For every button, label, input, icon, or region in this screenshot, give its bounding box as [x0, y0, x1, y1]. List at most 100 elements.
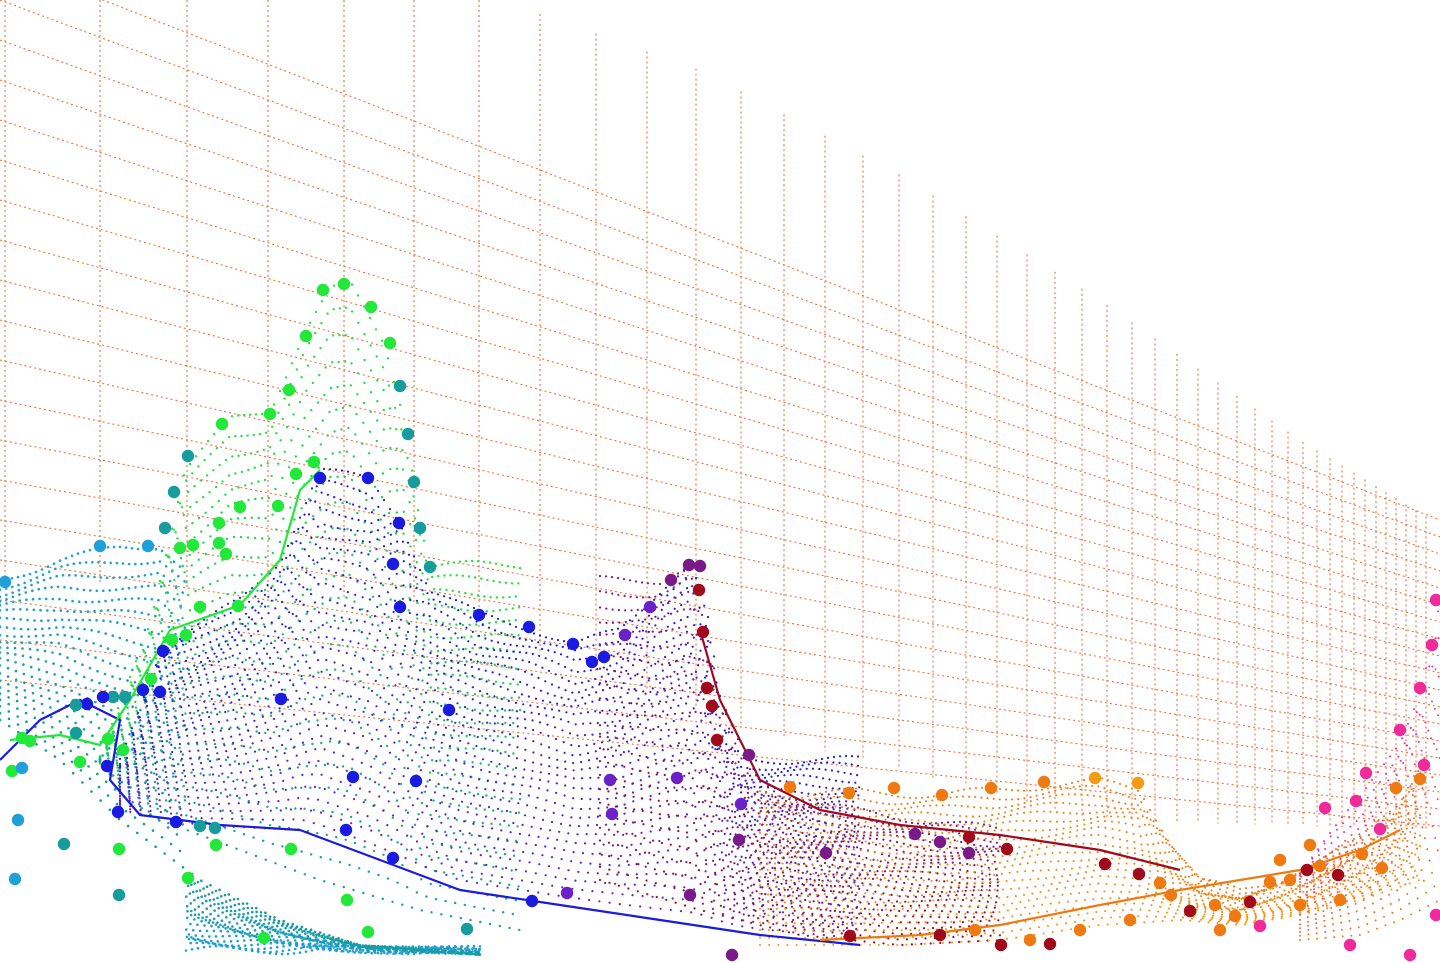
- grid-horizontal-line: [0, 519, 1440, 759]
- large-marker: [696, 625, 710, 639]
- grid-horizontal-line: [0, 279, 1440, 657]
- large-marker: [15, 761, 29, 775]
- large-marker: [700, 681, 714, 695]
- large-marker: [1333, 893, 1347, 907]
- large-marker: [274, 692, 288, 706]
- grid-horizontal-line: [0, 479, 1440, 742]
- large-marker: [1123, 913, 1137, 927]
- large-marker: [472, 608, 486, 622]
- large-marker: [842, 786, 856, 800]
- large-marker: [994, 938, 1008, 952]
- large-marker: [1183, 904, 1197, 918]
- large-marker: [361, 471, 375, 485]
- large-marker: [732, 833, 746, 847]
- grid-horizontal-line: [0, 199, 1440, 623]
- large-marker: [1153, 876, 1167, 890]
- large-marker: [0, 575, 12, 589]
- large-marker: [181, 871, 195, 885]
- large-marker: [364, 300, 378, 314]
- large-marker: [101, 732, 115, 746]
- large-marker: [11, 813, 25, 827]
- large-marker: [118, 690, 132, 704]
- large-marker: [144, 672, 158, 686]
- large-marker: [8, 872, 22, 886]
- large-marker: [1213, 923, 1227, 937]
- large-marker: [1413, 681, 1427, 695]
- large-marker: [1228, 909, 1242, 923]
- grid-horizontal-line: [0, 79, 1440, 572]
- large-marker: [968, 923, 982, 937]
- large-marker: [525, 894, 539, 908]
- grid-horizontal-line: [0, 39, 1440, 555]
- large-marker: [73, 755, 87, 769]
- large-marker: [1355, 847, 1369, 861]
- large-marker: [1000, 842, 1014, 856]
- large-marker: [933, 835, 947, 849]
- large-marker: [643, 600, 657, 614]
- large-marker: [819, 846, 833, 860]
- large-marker: [158, 521, 172, 535]
- large-marker: [23, 734, 37, 748]
- large-marker: [231, 599, 245, 613]
- large-marker: [393, 379, 407, 393]
- large-marker: [112, 842, 126, 856]
- large-marker: [1132, 867, 1146, 881]
- grid-horizontal-line: [0, 399, 1440, 708]
- large-marker: [337, 277, 351, 291]
- grid-horizontal-line: [0, 239, 1440, 640]
- large-marker: [386, 851, 400, 865]
- large-marker: [442, 703, 456, 717]
- large-marker: [1343, 938, 1357, 952]
- large-marker: [141, 539, 155, 553]
- ribbon-line: [819, 829, 1401, 942]
- large-marker: [683, 888, 697, 902]
- large-marker: [1417, 758, 1431, 772]
- large-marker: [618, 628, 632, 642]
- large-marker: [682, 558, 696, 572]
- large-marker: [597, 650, 611, 664]
- large-marker: [742, 748, 756, 762]
- large-marker: [705, 699, 719, 713]
- grid-horizontal-line: [101, 0, 1440, 521]
- large-marker: [209, 838, 223, 852]
- large-marker: [5, 764, 19, 778]
- large-marker: [383, 336, 397, 350]
- large-marker: [962, 846, 976, 860]
- large-marker: [307, 455, 321, 469]
- large-marker: [282, 383, 296, 397]
- large-marker: [1359, 766, 1373, 780]
- large-marker: [585, 655, 599, 669]
- large-marker: [1208, 898, 1222, 912]
- large-marker: [1429, 908, 1440, 922]
- large-marker: [1164, 888, 1178, 902]
- large-marker: [1023, 933, 1037, 947]
- large-marker: [522, 620, 536, 634]
- grid-horizontal-line: [0, 679, 1440, 827]
- large-marker: [340, 893, 354, 907]
- large-marker: [219, 547, 233, 561]
- grid-horizontal-line: [0, 359, 1440, 691]
- large-marker: [413, 521, 427, 535]
- large-marker: [423, 560, 437, 574]
- large-marker: [106, 690, 120, 704]
- large-marker: [233, 500, 247, 514]
- large-marker: [186, 538, 200, 552]
- large-marker: [908, 827, 922, 841]
- large-marker: [299, 329, 313, 343]
- large-marker: [212, 516, 226, 530]
- large-marker: [80, 697, 94, 711]
- large-marker: [1375, 861, 1389, 875]
- large-marker: [1403, 948, 1417, 962]
- large-marker: [783, 780, 797, 794]
- point-cloud: [0, 280, 1440, 956]
- perspective-grid: [0, 0, 1440, 830]
- large-marker: [692, 583, 706, 597]
- large-marker: [1300, 863, 1314, 877]
- large-marker: [560, 886, 574, 900]
- large-marker: [263, 407, 277, 421]
- large-marker: [933, 928, 947, 942]
- large-marker: [289, 467, 303, 481]
- large-markers: [0, 277, 1440, 962]
- large-marker: [339, 823, 353, 837]
